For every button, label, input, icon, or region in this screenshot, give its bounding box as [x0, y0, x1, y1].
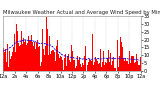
Text: Milwaukee Weather Actual and Average Wind Speed by Minute mph (Last 24 Hours): Milwaukee Weather Actual and Average Win… [3, 10, 160, 15]
